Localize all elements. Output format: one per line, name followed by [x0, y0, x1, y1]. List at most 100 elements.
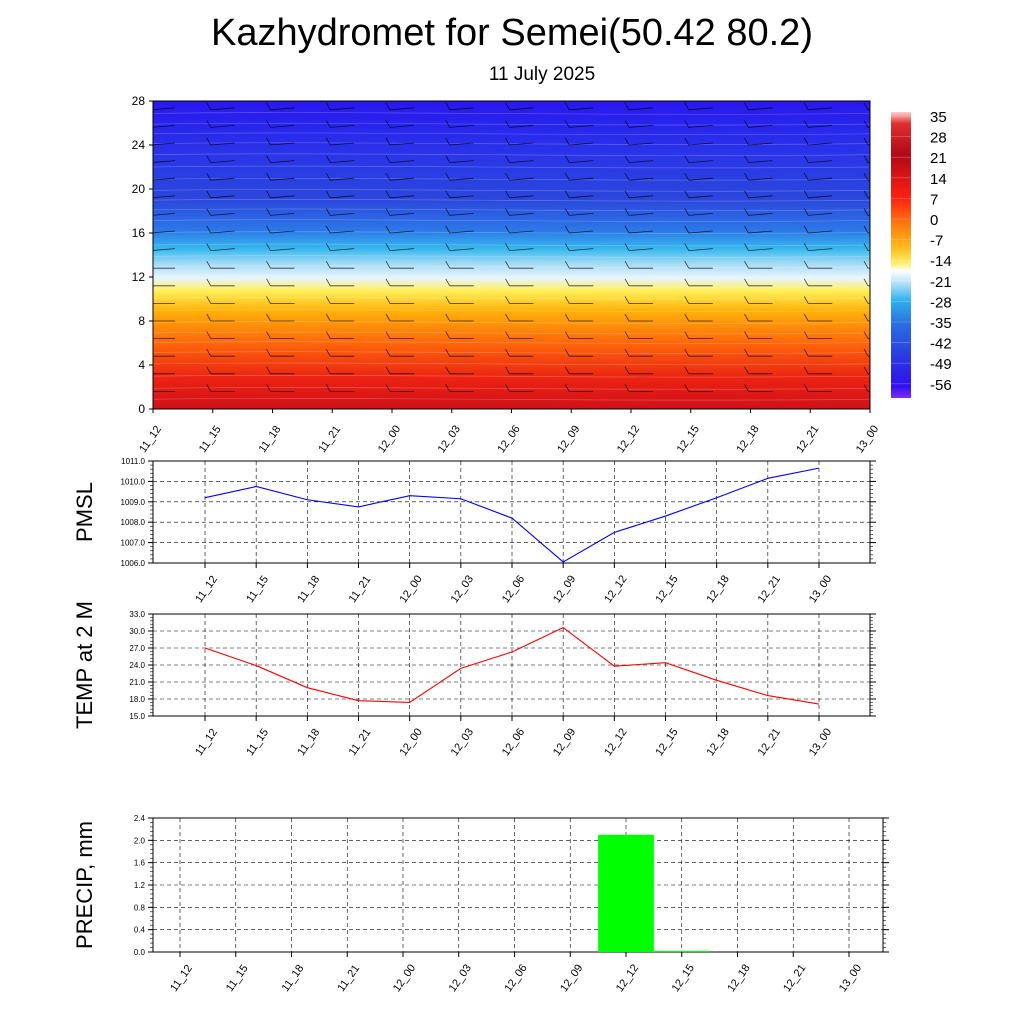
wind-barb-shaft [748, 107, 773, 111]
wind-barb-flag [147, 314, 151, 321]
wind-barb-flag [803, 278, 809, 286]
wind-barb-flag [744, 190, 749, 198]
wind-barb-shaft [509, 213, 534, 216]
wind-barb-flag [266, 366, 271, 374]
y-tick-label: 33.0 [129, 610, 145, 619]
wind-barb-flag [505, 190, 510, 198]
isotherm-line [153, 132, 870, 136]
x-tick-label: 12_09 [558, 962, 585, 994]
x-tick-label: 11_21 [347, 574, 374, 605]
wind-barb-flag [445, 261, 451, 269]
wind-barb-flag [684, 261, 690, 269]
wind-barb-shaft [389, 125, 415, 128]
wind-barb-flag [624, 366, 630, 374]
wind-barb-shaft [389, 230, 415, 234]
wind-barb-shaft [270, 142, 295, 146]
x-tick-label: 12_03 [449, 573, 476, 605]
y-tick-label: 2.0 [134, 836, 146, 845]
wind-barb-shaft [628, 142, 654, 146]
wind-barb-flag [266, 278, 271, 286]
wind-barb-shaft [270, 213, 295, 216]
x-tick-label: 12_06 [502, 962, 529, 994]
wind-barb-shaft [509, 177, 534, 181]
wind-barb-shaft [389, 213, 415, 216]
wind-barb-flag [564, 190, 570, 198]
wind-barb-flag [803, 190, 809, 198]
wind-barb-shaft [270, 107, 295, 111]
y-tick-label: 4 [138, 358, 145, 372]
x-tick-label: 11_21 [347, 727, 374, 758]
x-tick-label: 12_21 [794, 423, 821, 455]
wind-barb-flag [385, 137, 391, 146]
wind-barb-flag [266, 155, 271, 163]
wind-barb-shaft [389, 177, 415, 181]
x-tick-label: 11_15 [224, 963, 251, 994]
y-tick-label: 16 [132, 226, 146, 240]
x-tick-label: 11_15 [244, 574, 271, 605]
y-tick-label: 0 [138, 402, 145, 416]
wind-barb-flag [624, 155, 630, 163]
y-tick-label: 0.4 [134, 926, 146, 935]
wind-barb-flag [803, 208, 809, 216]
wind-barb-shaft [449, 248, 474, 251]
wind-barb-flag [445, 155, 451, 163]
wind-barb-shaft [330, 125, 355, 128]
wind-barb-flag [385, 208, 391, 216]
heatmap-hot-core [466, 344, 657, 409]
x-tick-label: 11_12 [137, 424, 164, 455]
wind-barb-shaft [569, 213, 594, 216]
wind-barb-shaft [210, 213, 235, 216]
wind-barb-flag [803, 331, 809, 339]
colorbar-label: -28 [930, 294, 952, 311]
x-tick-label: 11_18 [257, 424, 284, 455]
wind-barb-flag [624, 190, 630, 198]
wind-barb-flag [564, 137, 570, 146]
wind-barb-flag [206, 278, 212, 286]
wind-barb-flag [325, 173, 331, 181]
wind-barb-flag [744, 102, 749, 110]
wind-barb-flag [863, 296, 869, 304]
wind-barb-flag [385, 225, 391, 234]
wind-barb-flag [445, 173, 451, 181]
y-tick-label: 28 [132, 94, 146, 108]
colorbar-label: -49 [930, 356, 952, 373]
wind-barb-shaft [153, 195, 176, 199]
x-tick-label: 12_12 [614, 962, 641, 994]
x-tick-label: 12_09 [551, 726, 578, 758]
wind-barb-flag [624, 313, 630, 322]
wind-barb-flag [624, 384, 630, 392]
x-tick-label: 12_12 [602, 726, 629, 758]
wind-barb-flag [206, 261, 212, 269]
wind-barb-flag [266, 313, 271, 322]
wind-barb-flag [206, 366, 212, 374]
y-tick-label: 1007.0 [121, 539, 146, 548]
wind-barb-flag [684, 102, 690, 110]
wind-barb-flag [505, 278, 510, 286]
wind-barb-shaft [449, 230, 474, 234]
wind-barb-flag [325, 313, 331, 322]
wind-barb-flag [803, 296, 809, 304]
wind-barb-flag [206, 208, 212, 216]
wind-barb-flag [385, 120, 391, 128]
colorbar-label: 28 [930, 130, 947, 147]
wind-barb-shaft [808, 213, 833, 216]
wind-barb-flag [744, 243, 749, 251]
wind-barb-flag [744, 366, 749, 374]
colorbar-label: 0 [930, 212, 938, 229]
wind-barb-flag [624, 208, 630, 216]
y-tick-label: 2.4 [134, 814, 146, 823]
y-tick-label: 0.8 [134, 903, 146, 912]
wind-barb-shaft [748, 177, 773, 181]
isotherm-line [153, 265, 870, 268]
y-tick-label: 15.0 [129, 712, 145, 721]
isotherm-line [153, 351, 870, 354]
wind-barb-flag [206, 331, 212, 339]
wind-barb-flag [624, 137, 630, 146]
wind-barb-flag [744, 296, 749, 304]
wind-barb-shaft [808, 177, 833, 181]
wind-barb-flag [863, 349, 869, 357]
wind-barb-flag [266, 384, 271, 392]
x-tick-label: 11_12 [193, 574, 220, 605]
wind-barb-shaft [389, 142, 415, 146]
wind-barb-flag [564, 296, 570, 304]
